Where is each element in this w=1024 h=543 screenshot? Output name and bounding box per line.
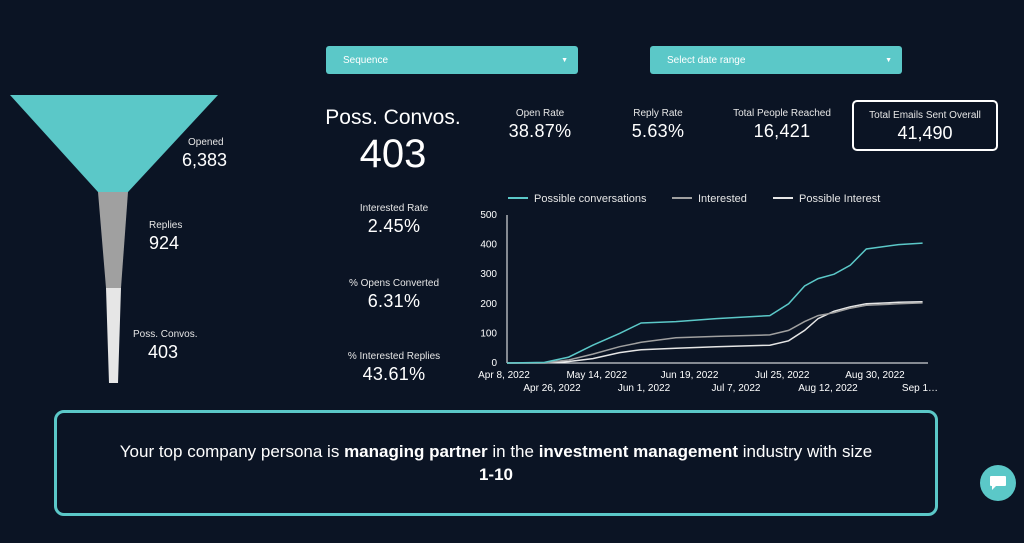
x-tick-label: May 14, 2022 (566, 370, 627, 381)
people-reached-label: Total People Reached (733, 108, 831, 119)
persona-summary-text: Your top company persona is managing par… (120, 440, 872, 486)
series-line (507, 300, 923, 364)
reply-rate-stat: Reply Rate 5.63% (608, 108, 708, 142)
interested-replies-label: % Interested Replies (347, 351, 441, 362)
x-tick-label: Aug 30, 2022 (845, 370, 905, 381)
open-rate-value: 38.87% (508, 121, 572, 141)
persona-summary-box: Your top company persona is managing par… (54, 410, 938, 516)
x-tick-label: Apr 8, 2022 (478, 370, 530, 381)
funnel-opened-label: Opened (188, 137, 224, 148)
date-range-dropdown[interactable]: Select date range ▼ (650, 46, 902, 74)
open-rate-stat: Open Rate 38.87% (490, 108, 590, 142)
x-tick-label: Jul 25, 2022 (755, 370, 810, 381)
persona-suffix: industry with size (738, 442, 873, 461)
date-range-dropdown-label: Select date range (667, 54, 746, 66)
funnel-opened-value: 6,383 (182, 150, 228, 170)
opens-converted-stat: % Opens Converted 6.31% (324, 278, 464, 312)
funnel-convos-value: 403 (148, 342, 179, 362)
funnel-convos: Poss. Convos. 403 (133, 329, 197, 363)
funnel-opened: Opened 6,383 (182, 137, 227, 171)
interested-rate-value: 2.45% (367, 216, 421, 236)
headline-convos-label: Poss. Convos. (325, 106, 461, 129)
reply-rate-label: Reply Rate (633, 108, 683, 119)
persona-size: 1-10 (478, 465, 513, 484)
chat-button[interactable] (980, 465, 1016, 501)
persona-prefix: Your top company persona is (119, 442, 345, 461)
people-reached-stat: Total People Reached 16,421 (722, 108, 842, 142)
funnel-segment-opened (10, 95, 218, 192)
opens-converted-label: % Opens Converted (348, 278, 440, 289)
funnel-chart (10, 95, 218, 383)
opens-converted-value: 6.31% (367, 291, 421, 311)
headline-convos-stat: Poss. Convos. 403 (322, 106, 464, 177)
chat-bubble-icon (990, 476, 1006, 490)
legend-label: Possible Interest (799, 193, 880, 205)
x-tick-label: Aug 12, 2022 (798, 383, 858, 394)
funnel-replies-value: 924 (149, 233, 180, 253)
x-tick-label: Apr 26, 2022 (523, 383, 581, 394)
y-tick-label: 500 (480, 210, 497, 221)
caret-down-icon: ▼ (885, 56, 892, 64)
people-reached-value: 16,421 (753, 121, 811, 141)
series-line (506, 242, 923, 364)
funnel-replies: Replies 924 (149, 220, 182, 254)
emails-sent-label: Total Emails Sent Overall (869, 110, 981, 121)
y-tick-label: 200 (480, 299, 497, 310)
y-tick-label: 100 (480, 328, 497, 339)
legend-label: Possible conversations (534, 193, 647, 205)
interested-rate-label: Interested Rate (359, 203, 429, 214)
series-line (506, 302, 923, 364)
x-tick-label: Sep 1… (902, 383, 938, 394)
persona-role: managing partner (344, 442, 488, 461)
legend-label: Interested (698, 193, 747, 205)
interested-rate-stat: Interested Rate 2.45% (334, 203, 454, 237)
x-tick-label: Jul 7, 2022 (712, 383, 761, 394)
conversations-line-chart: 0 100 200 300 400 500 Apr 8, 2022 May 14, 2022 J… (478, 193, 938, 394)
emails-sent-stat: Total Emails Sent Overall 41,490 (852, 100, 998, 151)
reply-rate-value: 5.63% (631, 121, 685, 141)
sequence-dropdown[interactable]: Sequence ▼ (326, 46, 578, 74)
x-tick-label: Jun 19, 2022 (661, 370, 719, 381)
interested-replies-value: 43.61% (362, 364, 426, 384)
interested-replies-stat: % Interested Replies 43.61% (324, 351, 464, 385)
headline-convos-value: 403 (359, 132, 427, 176)
emails-sent-value: 41,490 (897, 123, 953, 143)
funnel-segment-convos (106, 288, 121, 383)
x-tick-label: Jun 1, 2022 (618, 383, 671, 394)
persona-industry: investment management (538, 442, 739, 461)
funnel-segment-replies (98, 192, 128, 288)
funnel-replies-label: Replies (149, 220, 183, 231)
funnel-convos-label: Poss. Convos. (133, 329, 198, 340)
caret-down-icon: ▼ (561, 56, 568, 64)
open-rate-label: Open Rate (515, 108, 565, 119)
sequence-dropdown-label: Sequence (343, 54, 389, 66)
y-tick-label: 400 (480, 240, 497, 251)
y-tick-label: 0 (491, 358, 497, 369)
y-tick-label: 300 (480, 269, 497, 280)
persona-middle: in the (487, 442, 539, 461)
